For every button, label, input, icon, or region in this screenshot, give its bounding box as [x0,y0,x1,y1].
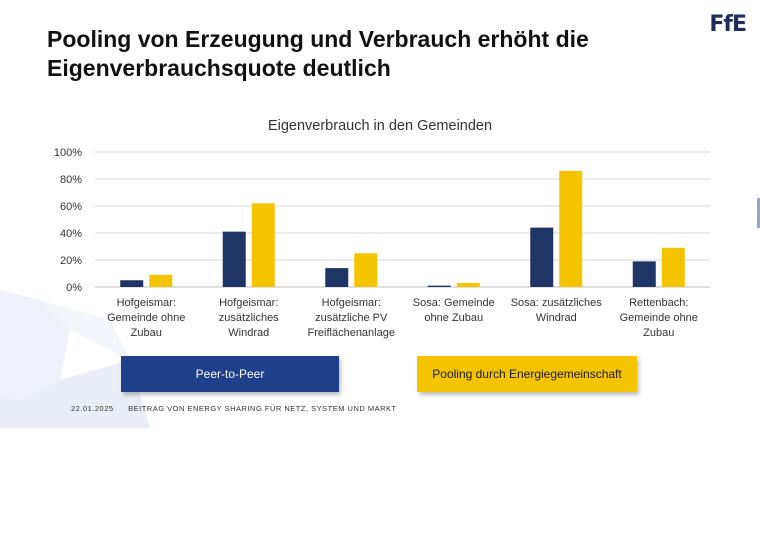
x-category-label-line: Rettenbach: [629,297,688,309]
bar-pooling [149,275,172,287]
bar-peer-to-peer [223,232,246,287]
bar-pooling [252,203,275,287]
bar-peer-to-peer [530,228,553,287]
x-category-label-line: ohne Zubau [424,312,483,324]
x-category-label-line: Hofgeismar: [117,297,176,309]
slide: FfE Pooling von Erzeugung und Verbrauch … [0,0,760,428]
bar-pooling [662,248,685,287]
y-tick-label: 40% [60,228,82,240]
y-tick-label: 0% [66,282,82,294]
x-category-label: Rettenbach: Gemeinde ohne Zubau [620,297,698,339]
y-tick-label: 80% [60,174,82,186]
x-category-label-line: Gemeinde ohne [107,312,185,324]
x-category-label: Sosa: Gemeinde ohne Zubau [413,297,495,324]
legend-peer-to-peer: Peer-to-Peer [121,356,339,392]
x-category-label-line: Windrad [536,312,577,324]
bar-pooling [559,171,582,287]
x-category-label-line: Windrad [228,327,269,339]
bar-peer-to-peer [633,261,656,287]
x-category-label-line: Sosa: Gemeinde [413,297,495,309]
x-category-label: Hofgeismar: zusätzliches Windrad [219,297,279,339]
x-category-label-line: zusätzliches [219,312,279,324]
x-category-label-line: Zubau [643,327,674,339]
footer-date: 22.01.2025 [71,404,114,413]
bar-peer-to-peer [325,268,348,287]
bar-pooling [457,283,480,287]
x-category-label-line: Zubau [131,327,162,339]
y-tick-label: 100% [54,147,82,159]
x-category-label: Hofgeismar: zusätzliche PV Freiflächenanla… [308,297,395,339]
x-category-label-line: Freiflächenanlage [308,327,395,339]
legend-pooling: Pooling durch Energiegemeinschaft [417,356,637,392]
x-category-label-line: Sosa: zusätzliches [511,297,603,309]
footer-text: BEITRAG VON ENERGY SHARING FÜR NETZ, SYS… [128,404,396,413]
bar-pooling [354,253,377,287]
x-category-label-line: zusätzliche PV [315,312,388,324]
x-category-label-line: Gemeinde ohne [620,312,698,324]
bar-peer-to-peer [428,286,451,287]
x-category-label-line: Hofgeismar: [219,297,278,309]
bar-peer-to-peer [120,280,143,287]
bar-chart: 0% 20% 40% 60% 80% 100% Hofgeismar: Gemeinde oh… [0,0,760,350]
x-category-label: Sosa: zusätzliches Windrad [511,297,603,324]
x-category-label: Hofgeismar: Gemeinde ohne Zubau [107,297,185,339]
footer: 22.01.2025 BEITRAG VON ENERGY SHARING FÜ… [71,404,397,413]
y-tick-label: 60% [60,201,82,213]
y-tick-label: 20% [60,255,82,267]
x-category-label-line: Hofgeismar: [322,297,381,309]
